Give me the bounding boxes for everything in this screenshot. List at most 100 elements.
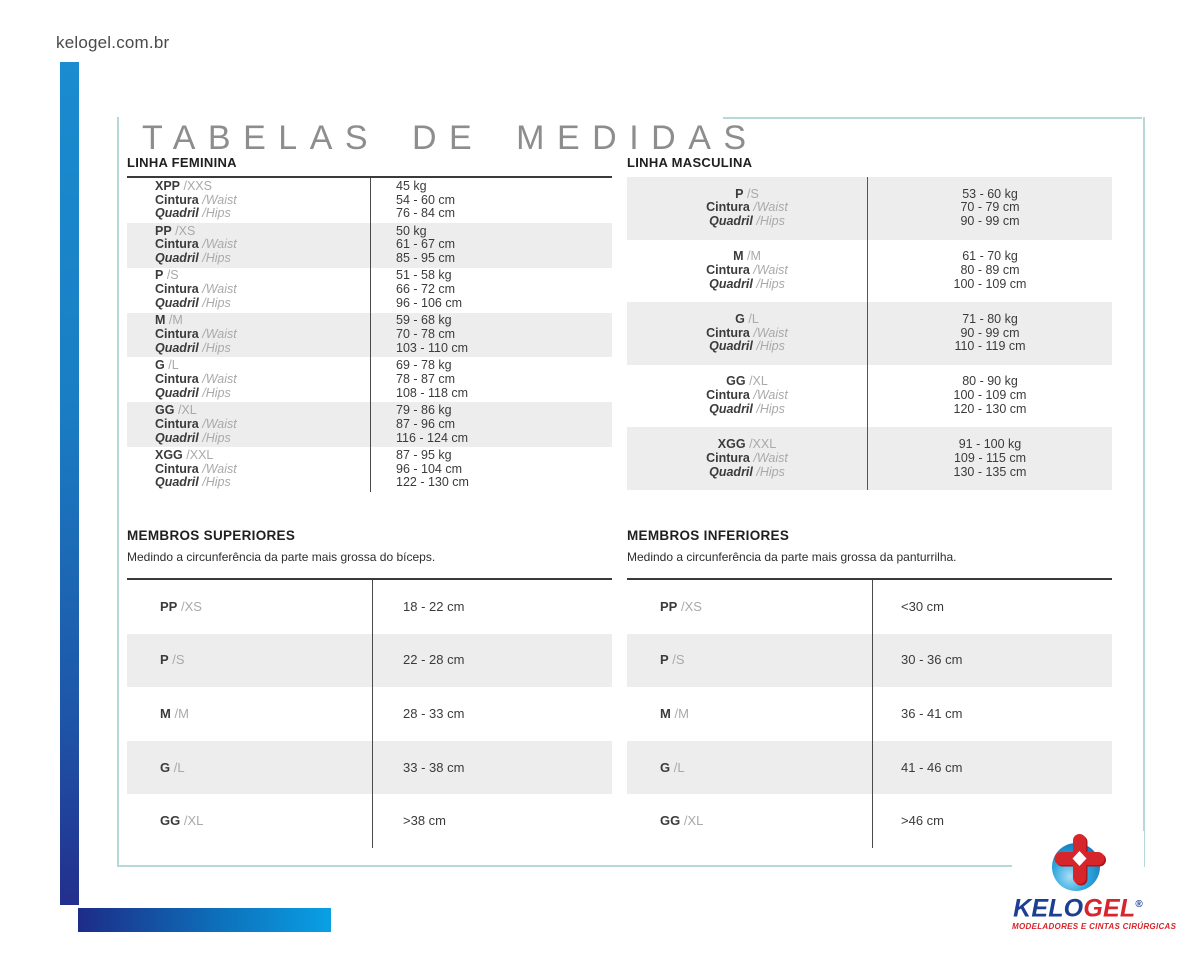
size-code: P xyxy=(660,652,669,668)
row-line: Cintura /Waist xyxy=(627,388,867,403)
label-cell: G /L xyxy=(127,741,372,795)
label-hips: /Hips xyxy=(756,214,785,229)
value-waist: 54 - 60 cm xyxy=(396,192,456,207)
value-hips: 85 - 95 cm xyxy=(396,251,456,266)
label-cell: GG /XL Cintura /Waist Quadril /Hips xyxy=(127,402,370,447)
table-subtitle-inferiores: Medindo a circunferência da parte mais g… xyxy=(627,550,957,564)
value-cell: >46 cm xyxy=(872,794,1112,848)
row-line: Quadril /Hips xyxy=(627,401,867,417)
value-waist: 90 - 99 cm xyxy=(960,325,1020,340)
size-code: XPP xyxy=(155,178,181,193)
size-row: GG /XL >38 cm xyxy=(127,794,612,848)
row-line: 120 - 130 cm xyxy=(868,402,1112,417)
value-waist: 109 - 115 cm xyxy=(953,450,1027,465)
value-cell: 87 - 95 kg 96 - 104 cm 122 - 130 cm xyxy=(370,447,612,493)
row-line: Cintura /Waist xyxy=(155,282,370,297)
label-cintura: Cintura xyxy=(155,416,199,431)
label-quadril: Quadril xyxy=(709,276,753,291)
value-range: 41 - 46 cm xyxy=(901,759,963,775)
row-line: 87 - 96 cm xyxy=(396,417,612,432)
row-line: 18 - 22 cm xyxy=(403,599,612,614)
label-cell: G /L Cintura /Waist Quadril /Hips xyxy=(127,357,370,402)
value-hips: 96 - 106 cm xyxy=(396,296,463,311)
value-hips: 108 - 118 cm xyxy=(396,385,469,400)
size-row: XGG /XXL Cintura /Waist Quadril /Hips 91 - … xyxy=(627,427,1112,490)
value-cell: >38 cm xyxy=(372,794,612,848)
value-weight: 45 kg xyxy=(396,178,427,193)
value-hips: 90 - 99 cm xyxy=(960,214,1020,229)
size-code: GG xyxy=(660,813,681,829)
value-cell: 18 - 22 cm xyxy=(372,580,612,634)
label-cell: P /S xyxy=(127,634,372,688)
blue-accent-bar-horizontal xyxy=(78,908,331,932)
label-hips: /Hips xyxy=(202,340,231,355)
value-hips: 130 - 135 cm xyxy=(953,464,1027,479)
value-cell: 51 - 58 kg 66 - 72 cm 96 - 106 cm xyxy=(370,267,612,313)
label-hips: /Hips xyxy=(756,401,785,416)
row-line: Cintura /Waist xyxy=(155,416,370,432)
value-range: 28 - 33 cm xyxy=(403,706,465,722)
content-frame xyxy=(117,117,1145,867)
size-code: M xyxy=(660,706,671,722)
label-cell: P /S Cintura /Waist Quadril /Hips xyxy=(627,177,867,240)
table-linha-masculina: LINHA MASCULINA P /S Cintura /Waist Quadri… xyxy=(627,155,1112,490)
size-alt: /S xyxy=(672,652,685,668)
row-line: 59 - 68 kg xyxy=(396,313,612,328)
label-hips: /Hips xyxy=(756,339,785,354)
row-line: Cintura /Waist xyxy=(155,193,370,208)
size-alt: /S xyxy=(166,268,179,283)
label-hips: /Hips xyxy=(756,464,785,479)
size-row: M /M 36 - 41 cm xyxy=(627,687,1112,741)
kelogel-logo: KELOGEL® MODELADORES E CINTAS CIRÚRGICAS xyxy=(1012,831,1176,934)
label-waist: /Waist xyxy=(202,327,237,342)
value-weight: 71 - 80 kg xyxy=(962,311,1018,326)
row-line: 28 - 33 cm xyxy=(403,707,612,721)
row-line: Cintura /Waist xyxy=(627,450,867,466)
row-line: 54 - 60 cm xyxy=(396,192,612,208)
size-code: M xyxy=(155,313,166,328)
row-line: 91 - 100 kg xyxy=(868,437,1112,452)
row-line: XPP /XXS xyxy=(155,178,370,194)
value-cell: 69 - 78 kg 78 - 87 cm 108 - 118 cm xyxy=(370,357,612,403)
size-alt: /XL xyxy=(177,403,197,418)
size-alt: /XL xyxy=(683,813,704,829)
value-weight: 51 - 58 kg xyxy=(396,268,452,283)
value-range: 33 - 38 cm xyxy=(403,759,465,775)
value-cell: 61 - 70 kg 80 - 89 cm 100 - 109 cm xyxy=(867,239,1112,303)
label-hips: /Hips xyxy=(202,475,231,490)
value-cell: 53 - 60 kg 70 - 79 cm 90 - 99 cm xyxy=(867,177,1112,240)
row-line: PP /XS xyxy=(160,598,372,614)
table-rows-feminina: XPP /XXS Cintura /Waist Quadril /Hips 45 kg… xyxy=(127,178,612,493)
site-url: kelogel.com.br xyxy=(56,33,170,52)
table-rows-inferiores: PP /XS <30 cm P /S 30 - 36 cm M /M 36 - 41 cm… xyxy=(627,578,1112,848)
value-waist: 78 - 87 cm xyxy=(396,371,456,386)
label-cell: M /M Cintura /Waist Quadril /Hips xyxy=(627,240,867,303)
label-waist: /Waist xyxy=(202,416,237,431)
value-hips: 103 - 110 cm xyxy=(396,340,469,355)
table-rows-superiores: PP /XS 18 - 22 cm P /S 22 - 28 cm M /M 28 - 3… xyxy=(127,578,612,848)
row-line: GG /XL xyxy=(660,814,872,828)
value-cell: 22 - 28 cm xyxy=(372,633,612,688)
size-row: P /S 30 - 36 cm xyxy=(627,633,1112,688)
label-cintura: Cintura xyxy=(155,327,199,342)
size-alt: /XS xyxy=(180,598,202,614)
label-hips: /Hips xyxy=(202,385,231,400)
value-hips: 76 - 84 cm xyxy=(396,206,456,221)
label-waist: /Waist xyxy=(753,450,788,465)
row-line: Quadril /Hips xyxy=(155,251,370,266)
row-line: GG /XL xyxy=(155,403,370,418)
label-waist: /Waist xyxy=(202,461,237,476)
size-alt: /S xyxy=(172,652,185,668)
size-alt: /XXS xyxy=(183,178,213,193)
size-alt: /XS xyxy=(175,223,196,238)
size-code: M xyxy=(160,706,171,722)
row-line: >38 cm xyxy=(403,814,612,828)
value-weight: 69 - 78 kg xyxy=(396,358,452,373)
row-line: Quadril /Hips xyxy=(627,339,867,354)
label-cell: P /S Cintura /Waist Quadril /Hips xyxy=(127,268,370,313)
label-cell: M /M xyxy=(127,687,372,741)
label-cell: P /S xyxy=(627,634,872,688)
row-line: Quadril /Hips xyxy=(627,464,867,480)
size-code: G xyxy=(660,759,671,775)
value-range: >46 cm xyxy=(901,813,944,829)
